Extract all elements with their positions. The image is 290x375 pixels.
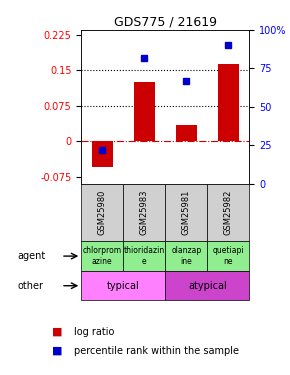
Bar: [123, 241, 165, 272]
Bar: [165, 272, 249, 300]
Text: log ratio: log ratio: [74, 327, 114, 337]
Text: other: other: [17, 281, 43, 291]
Text: ■: ■: [52, 346, 63, 355]
Text: typical: typical: [107, 281, 139, 291]
Text: agent: agent: [17, 251, 46, 261]
Bar: [207, 241, 249, 272]
Text: olanzap
ine: olanzap ine: [171, 246, 202, 266]
Bar: [123, 184, 165, 241]
Text: GSM25980: GSM25980: [98, 189, 107, 235]
Bar: [81, 241, 123, 272]
Text: GSM25983: GSM25983: [140, 189, 149, 235]
Text: quetiapi
ne: quetiapi ne: [213, 246, 244, 266]
Bar: [218, 64, 239, 141]
Bar: [165, 184, 207, 241]
Bar: [207, 184, 249, 241]
Text: percentile rank within the sample: percentile rank within the sample: [74, 346, 239, 355]
Bar: [176, 124, 197, 141]
Title: GDS775 / 21619: GDS775 / 21619: [114, 16, 217, 29]
Text: thioridazin
e: thioridazin e: [124, 246, 165, 266]
Text: atypical: atypical: [188, 281, 227, 291]
Bar: [81, 184, 123, 241]
Bar: [92, 141, 113, 167]
Text: chlorprom
azine: chlorprom azine: [83, 246, 122, 266]
Bar: [165, 241, 207, 272]
Text: ■: ■: [52, 327, 63, 337]
Text: GSM25981: GSM25981: [182, 189, 191, 235]
Text: GSM25982: GSM25982: [224, 189, 233, 235]
Bar: [134, 82, 155, 141]
Bar: [81, 272, 165, 300]
